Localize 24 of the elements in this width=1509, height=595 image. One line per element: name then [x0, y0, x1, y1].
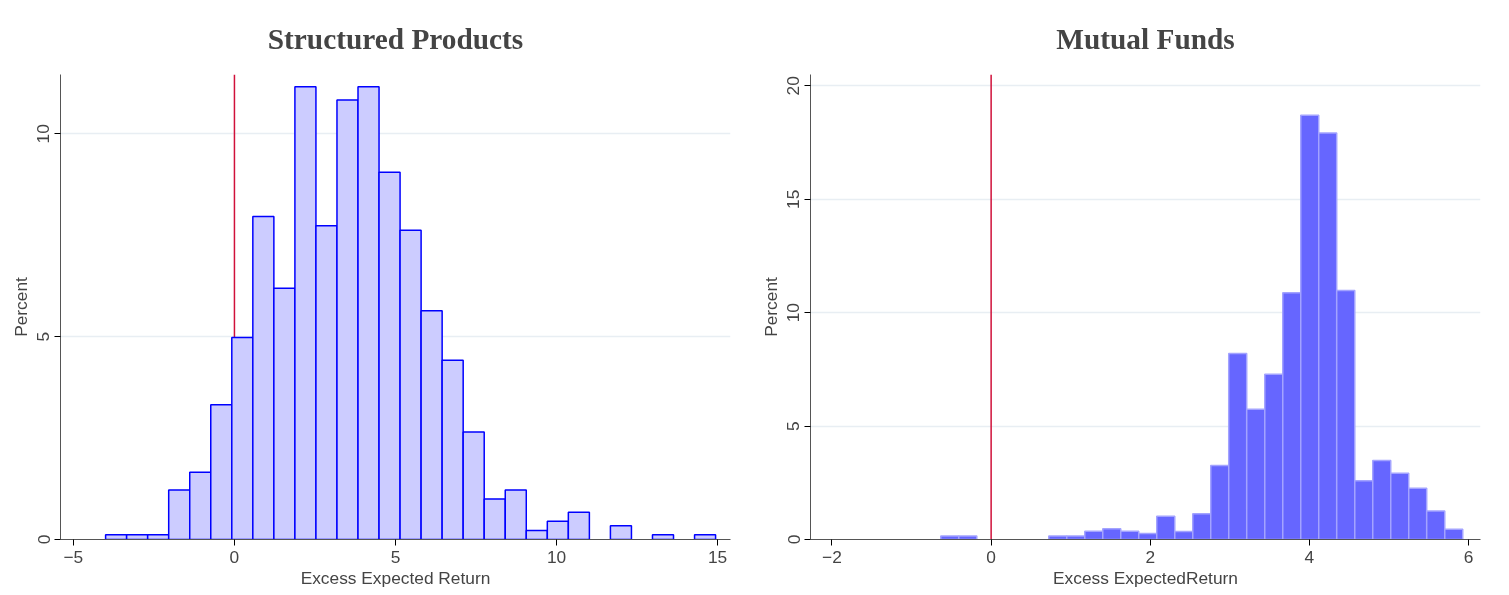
x-tick-label: 15 [707, 546, 728, 567]
x-tick-label: 6 [1463, 546, 1474, 567]
y-tick-label: 5 [33, 331, 54, 342]
x-axis-title: Excess Expected Return [300, 567, 491, 588]
y-tick-label: 20 [783, 76, 804, 96]
x-tick-label: −2 [822, 546, 842, 567]
x-tick-label: 4 [1304, 546, 1315, 567]
chart-title: Structured Products [267, 22, 524, 55]
y-tick-label: 10 [33, 124, 54, 144]
y-tick-label: 5 [783, 421, 804, 431]
x-axis-title: Excess ExpectedReturn [1053, 567, 1238, 588]
x-tick-label: 10 [546, 546, 567, 567]
chart-title: Mutual Funds [1056, 22, 1235, 55]
x-tick-label: 0 [986, 546, 996, 567]
x-tick-label: 2 [1145, 546, 1156, 567]
x-tick-label: 5 [390, 546, 401, 567]
y-axis-title: Percent [10, 276, 31, 337]
x-tick-label: 0 [229, 546, 240, 567]
y-tick-label: 0 [783, 534, 804, 545]
y-tick-label: 15 [783, 189, 804, 209]
y-tick-label: 10 [783, 303, 804, 323]
x-tick-label: −5 [63, 546, 84, 567]
y-tick-label: 0 [33, 534, 54, 545]
y-axis-title: Percent [760, 276, 781, 337]
